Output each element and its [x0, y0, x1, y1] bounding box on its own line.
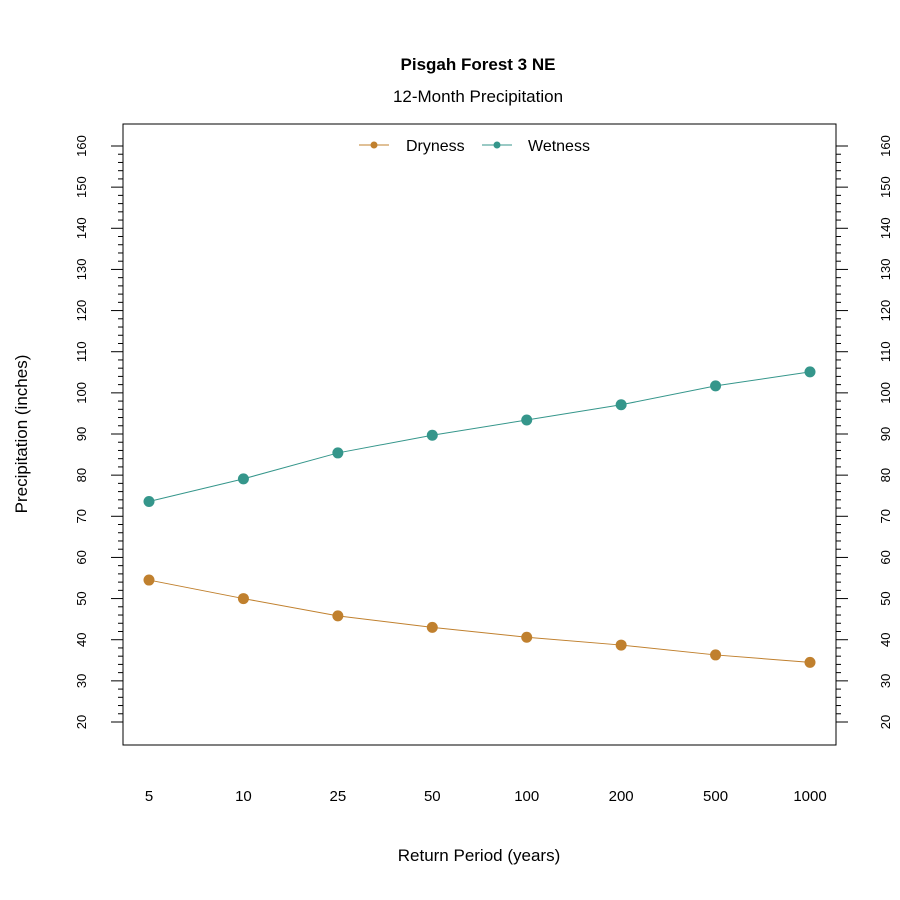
y-tick-label-right: 120 — [878, 300, 893, 322]
y-tick-label-left: 140 — [74, 217, 89, 239]
y-tick-label-right: 140 — [878, 217, 893, 239]
x-tick-label: 1000 — [793, 788, 826, 805]
y-tick-label-right: 90 — [878, 427, 893, 441]
data-point-dryness — [332, 610, 344, 622]
y-tick-label-right: 70 — [878, 509, 893, 523]
data-point-dryness — [426, 621, 438, 633]
y-tick-label-right: 20 — [878, 715, 893, 729]
legend: Dryness Wetness — [359, 138, 590, 155]
y-tick-label-left: 150 — [74, 176, 89, 198]
y-tick-label-right: 80 — [878, 468, 893, 482]
chart-title: Pisgah Forest 3 NE — [401, 55, 556, 74]
data-point-wetness — [426, 429, 438, 441]
y-axis-right: 20 30 40 50 60 70 80 90 100 110 120 130 140 150 160 — [836, 135, 893, 729]
x-tick-label: 5 — [145, 788, 153, 805]
chart-subtitle: 12-Month Precipitation — [393, 87, 563, 106]
data-point-wetness — [710, 380, 722, 392]
x-tick-label: 25 — [330, 788, 347, 805]
series-layer — [143, 366, 816, 668]
y-tick-label-left: 110 — [74, 341, 89, 362]
data-point-dryness — [521, 631, 533, 643]
series-line-dryness — [148, 579, 811, 663]
x-tick-label: 500 — [703, 788, 728, 805]
y-tick-label-right: 130 — [878, 259, 893, 281]
data-point-dryness — [710, 649, 722, 661]
data-point-wetness — [521, 414, 533, 426]
x-tick-label: 50 — [424, 788, 441, 805]
y-tick-label-left: 130 — [74, 259, 89, 281]
legend-dryness-label: Dryness — [406, 138, 465, 155]
y-tick-label-right: 40 — [878, 632, 893, 646]
y-tick-label-left: 100 — [74, 382, 89, 404]
y-tick-label-right: 160 — [878, 135, 893, 157]
y-tick-label-left: 50 — [74, 591, 89, 605]
x-axis: 5 10 25 50 100 200 500 1000 — [145, 788, 827, 805]
x-tick-label: 10 — [235, 788, 252, 805]
x-tick-label: 200 — [609, 788, 634, 805]
y-axis-left: 20 30 40 50 60 70 80 90 100 110 120 130 140 150 160 — [74, 135, 123, 729]
y-tick-label-right: 60 — [878, 550, 893, 564]
data-point-dryness — [143, 574, 155, 586]
y-tick-label-left: 90 — [74, 427, 89, 441]
y-tick-label-right: 110 — [878, 341, 893, 362]
y-tick-label-right: 100 — [878, 382, 893, 404]
y-tick-label-left: 120 — [74, 300, 89, 322]
y-tick-label-left: 20 — [74, 715, 89, 729]
legend-wetness-label: Wetness — [528, 138, 590, 155]
data-point-wetness — [143, 495, 155, 507]
y-tick-label-right: 50 — [878, 591, 893, 605]
y-tick-label-left: 40 — [74, 632, 89, 646]
legend-dryness-marker — [370, 141, 378, 149]
y-tick-label-left: 160 — [74, 135, 89, 157]
data-point-wetness — [804, 366, 816, 378]
data-point-dryness — [804, 656, 816, 668]
y-tick-label-left: 80 — [74, 468, 89, 482]
y-tick-label-left: 70 — [74, 509, 89, 523]
data-point-wetness — [615, 399, 627, 411]
y-axis-label: Precipitation (inches) — [12, 355, 31, 514]
y-tick-label-left: 30 — [74, 674, 89, 688]
data-point-dryness — [615, 639, 627, 651]
series-line-wetness — [148, 371, 811, 502]
plot-area — [122, 123, 837, 746]
data-point-wetness — [332, 447, 344, 459]
legend-wetness-marker — [493, 141, 501, 149]
x-tick-label: 100 — [514, 788, 539, 805]
data-point-wetness — [237, 473, 249, 485]
x-axis-label: Return Period (years) — [398, 846, 561, 865]
y-tick-label-right: 30 — [878, 674, 893, 688]
y-tick-label-right: 150 — [878, 176, 893, 198]
data-point-dryness — [237, 593, 249, 605]
y-tick-label-left: 60 — [74, 550, 89, 564]
